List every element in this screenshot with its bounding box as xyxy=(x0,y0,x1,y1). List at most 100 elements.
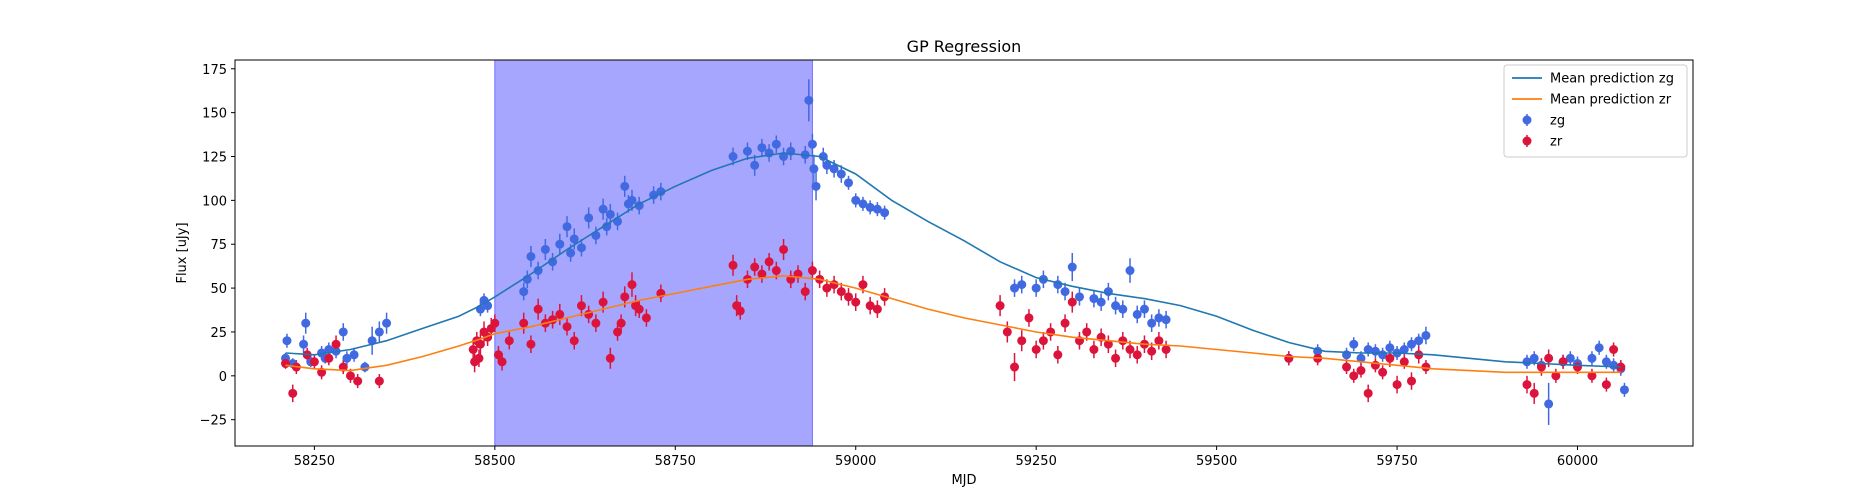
zr-data-point xyxy=(779,244,789,254)
zg-data-point xyxy=(374,327,384,337)
zr-data-point xyxy=(288,388,298,398)
zg-data-point xyxy=(1587,353,1597,363)
chart-title: GP Regression xyxy=(907,37,1022,56)
zr-data-point xyxy=(345,371,355,381)
zg-data-point xyxy=(1161,315,1171,325)
zg-data-point xyxy=(1147,318,1157,328)
zr-data-point xyxy=(1573,362,1583,372)
legend-label: Mean prediction zr xyxy=(1550,93,1672,108)
legend: Mean prediction zg Mean prediction zr zg zr xyxy=(1503,64,1688,158)
zr-data-point xyxy=(324,353,334,363)
zr-data-point xyxy=(1349,371,1359,381)
zr-data-point xyxy=(634,304,644,314)
zr-data-point xyxy=(613,327,623,337)
zg-data-point xyxy=(1363,345,1373,354)
zr-data-point xyxy=(605,353,615,363)
zr-data-point xyxy=(569,336,579,346)
zr-data-point xyxy=(1616,362,1626,372)
zg-data-point xyxy=(1096,297,1106,307)
zr-data-point xyxy=(1060,318,1070,328)
zr-data-point xyxy=(1147,346,1157,356)
zg-data-point xyxy=(627,195,637,205)
x-axis: 58250 58500 58750 59000 59250 59500 59750 60000 xyxy=(294,446,1598,469)
zr-data-point xyxy=(844,292,854,302)
zg-data-point xyxy=(1154,313,1164,323)
zr-data-point xyxy=(1529,388,1539,398)
zr-data-point xyxy=(1161,345,1171,354)
zr-data-point xyxy=(1407,376,1417,386)
y-tick-label: 75 xyxy=(210,238,227,253)
zr-data-point xyxy=(533,304,543,314)
zg-data-point xyxy=(1385,343,1395,353)
y-tick-label: 175 xyxy=(202,63,227,78)
y-axis-label: Flux [uJy] xyxy=(175,222,190,283)
zg-data-point xyxy=(1601,357,1611,367)
zg-data-point xyxy=(858,199,868,209)
zr-data-point xyxy=(309,357,319,367)
zr-data-point xyxy=(995,301,1005,311)
y-tick-label: 50 xyxy=(210,282,227,297)
y-axis: −25 0 25 50 75 100 125 150 175 xyxy=(200,63,235,429)
y-tick-label: 125 xyxy=(202,151,227,166)
y-tick-label: 150 xyxy=(202,107,227,122)
shaded-region-layer xyxy=(494,60,813,446)
zr-data-point xyxy=(497,357,507,367)
zr-data-point xyxy=(641,313,651,323)
zg-data-point xyxy=(602,222,612,232)
zr-data-point xyxy=(1522,380,1532,390)
zr-data-point xyxy=(771,266,781,276)
zg-data-point xyxy=(1074,292,1084,302)
zg-data-point xyxy=(1031,283,1041,293)
axes-background xyxy=(235,60,1693,446)
zr-data-point xyxy=(1024,313,1034,323)
zr-data-point xyxy=(1392,380,1402,390)
zg-data-point xyxy=(382,318,392,328)
zr-data-point xyxy=(728,260,738,270)
shaded-region xyxy=(494,60,813,446)
zg-data-point xyxy=(1067,262,1077,272)
zr-data-point xyxy=(836,287,846,297)
mean-prediction-line xyxy=(285,274,1621,374)
zg-data-point xyxy=(829,164,839,174)
y-tick-label: 100 xyxy=(202,194,227,209)
zg-data-point xyxy=(620,181,630,191)
zg-data-point xyxy=(822,160,832,170)
zg-data-point xyxy=(809,164,819,174)
zr-data-point xyxy=(1385,353,1395,363)
zr-data-point xyxy=(1111,353,1121,363)
legend-marker-swatch xyxy=(1522,115,1532,125)
zr-data-point xyxy=(374,376,384,386)
zg-data-point xyxy=(1421,330,1431,340)
zg-data-point xyxy=(757,143,767,153)
zg-data-point xyxy=(851,195,861,205)
zr-data-point xyxy=(1017,336,1027,346)
zg-data-point xyxy=(569,234,579,244)
data-point-layer xyxy=(281,95,1629,409)
zg-data-point xyxy=(1125,266,1135,276)
zg-data-point xyxy=(1529,353,1539,363)
x-tick-label: 58250 xyxy=(294,454,335,469)
zg-data-point xyxy=(1619,385,1629,395)
zg-data-point xyxy=(576,243,586,253)
axes-frame xyxy=(234,59,1694,447)
zr-data-point xyxy=(1067,297,1077,307)
zr-data-point xyxy=(598,297,608,307)
x-axis-label: MJD xyxy=(951,473,976,488)
zg-data-point xyxy=(1010,283,1020,293)
zr-data-point xyxy=(1103,339,1113,349)
zg-data-point xyxy=(548,257,558,267)
legend-label: Mean prediction zg xyxy=(1550,72,1674,87)
zr-data-point xyxy=(562,322,572,332)
zr-data-point xyxy=(353,376,363,386)
zr-data-point xyxy=(1342,362,1352,372)
zr-data-point xyxy=(865,301,875,311)
zg-data-point xyxy=(342,353,352,363)
zg-data-point xyxy=(1089,294,1099,304)
zg-data-point xyxy=(804,95,814,105)
zr-data-point xyxy=(493,350,503,360)
zr-data-point xyxy=(807,266,817,276)
zr-data-point xyxy=(490,318,500,328)
zg-data-point xyxy=(1118,304,1128,314)
zg-data-point xyxy=(1399,345,1409,354)
zg-data-point xyxy=(872,204,882,214)
